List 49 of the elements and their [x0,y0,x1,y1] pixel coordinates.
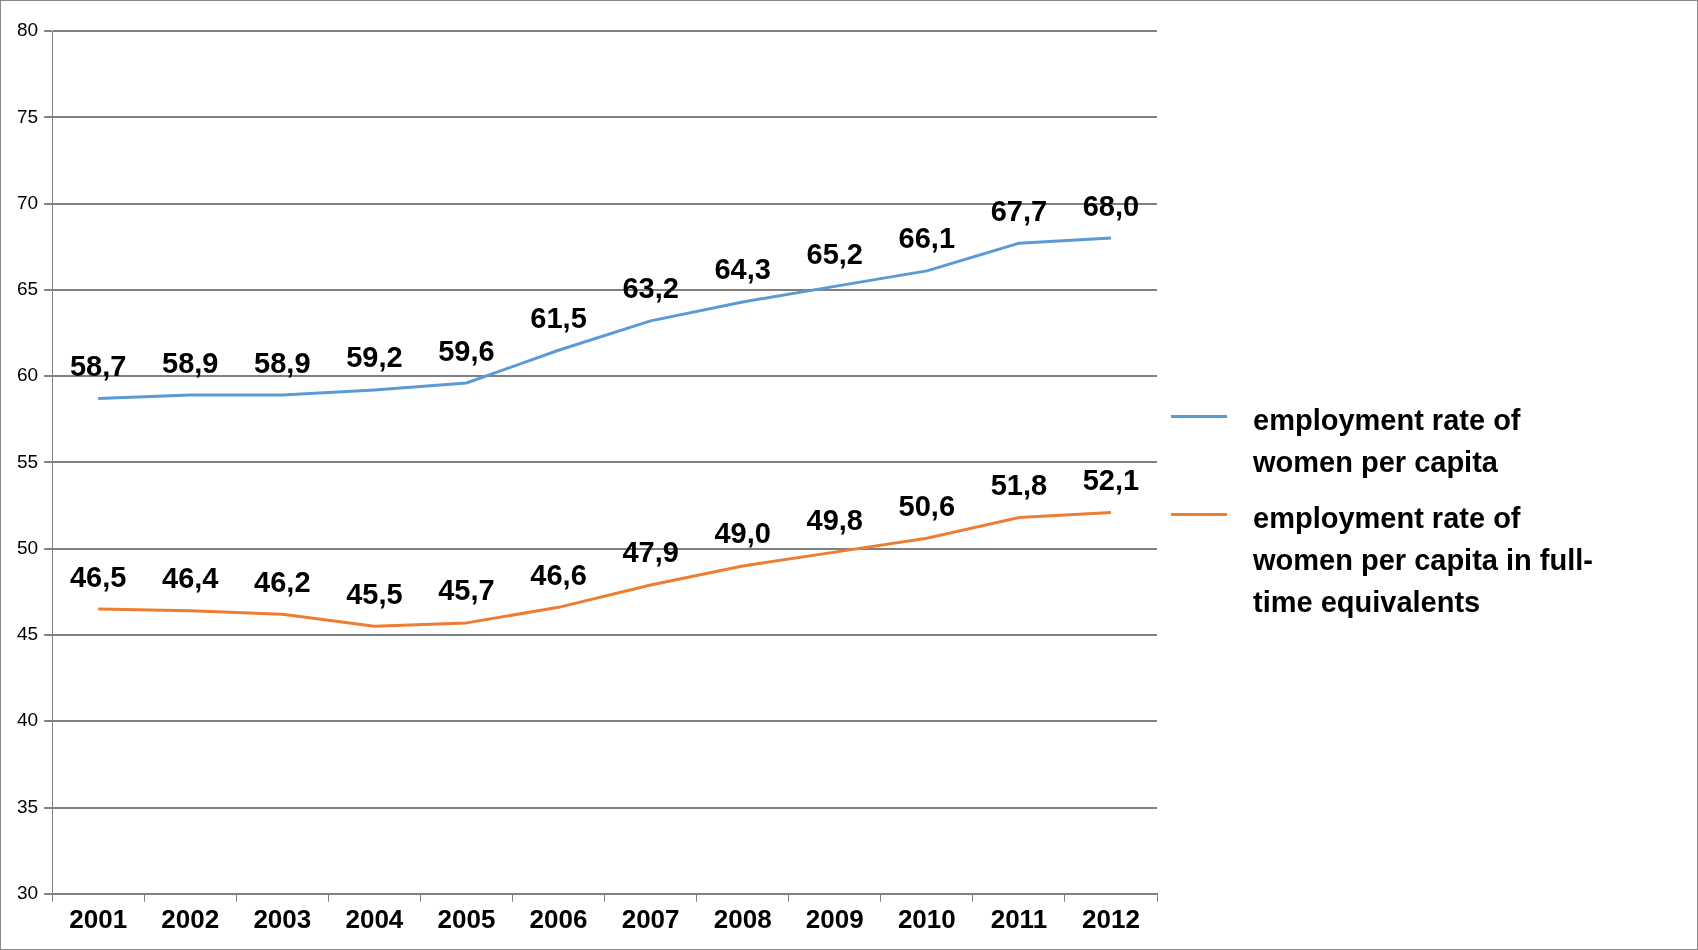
data-label: 50,6 [898,489,956,522]
y-tick-label: 35 [16,795,39,817]
y-tick-label: 70 [16,191,39,213]
x-tick-label: 2011 [990,903,1048,934]
x-tick-label: 2002 [161,903,220,934]
data-label: 58,7 [69,350,127,383]
data-label: 64,3 [714,253,771,286]
y-tick-label: 55 [16,450,39,472]
x-tick-label: 2001 [69,903,128,934]
data-label: 46,5 [69,560,127,593]
x-tick-label: 2006 [529,903,588,934]
data-label: 46,6 [530,558,587,591]
data-label: 65,2 [806,237,863,270]
x-tick-label: 2007 [621,903,680,934]
data-label: 66,1 [898,222,956,255]
y-tick-label: 40 [16,709,39,731]
data-label: 45,5 [346,577,403,610]
x-tick-label: 2012 [1082,903,1140,934]
data-label: 51,8 [990,469,1048,502]
data-label: 45,7 [438,574,495,607]
data-label: 49,8 [806,503,863,536]
x-tick-label: 2009 [805,903,864,934]
data-label: 68,0 [1082,189,1140,222]
x-tick-label: 2005 [437,903,496,934]
data-label: 47,9 [622,536,679,569]
data-label: 59,6 [438,334,495,367]
data-label: 67,7 [990,194,1048,227]
data-label: 59,2 [346,341,403,374]
x-tick-label: 2010 [897,903,956,934]
x-tick-label: 2003 [253,903,312,934]
y-tick-label: 50 [16,536,39,558]
y-tick-label: 60 [16,364,39,386]
data-label: 52,1 [1082,463,1140,496]
data-label: 46,2 [254,565,311,598]
data-label: 49,0 [714,517,771,550]
legend-label: employment rate of women per capita [1253,403,1522,480]
data-label: 46,4 [162,562,219,595]
data-label: 61,5 [530,301,587,334]
y-tick-label: 80 [16,19,39,41]
data-label: 58,9 [254,346,311,379]
x-tick-label: 2004 [345,903,404,934]
y-tick-label: 45 [16,623,39,645]
y-tick-label: 75 [16,105,39,127]
y-tick-label: 65 [16,278,39,300]
data-label: 63,2 [622,272,679,305]
y-tick-label: 30 [16,882,39,904]
data-label: 58,9 [162,346,219,379]
x-tick-label: 2008 [713,903,772,934]
legend-label: employment rate of women per capita in full-time equivalents [1253,501,1594,620]
